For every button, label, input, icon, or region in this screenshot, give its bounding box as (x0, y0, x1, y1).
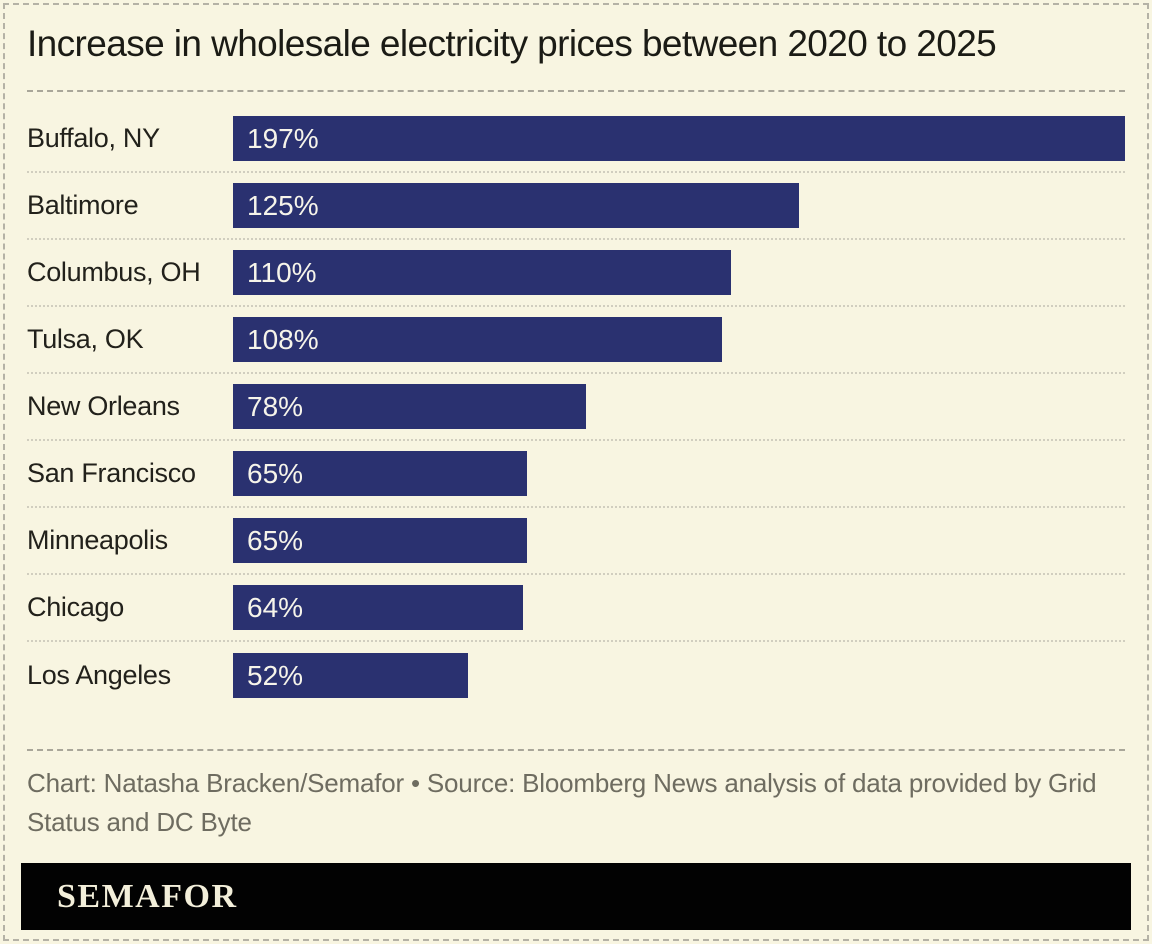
chart-row: Baltimore 125% (27, 173, 1125, 240)
chart-row: Columbus, OH 110% (27, 240, 1125, 307)
bar: 64% (233, 585, 523, 630)
bar-value-label: 78% (247, 390, 304, 422)
bar-value-label: 197% (247, 122, 319, 154)
semafor-logo: SEMAFOR (57, 877, 238, 915)
bar-value-label: 65% (247, 524, 304, 556)
bar-track: 64% (233, 585, 1125, 630)
bar: 197% (233, 116, 1125, 161)
row-label: Chicago (27, 592, 124, 622)
bar: 78% (233, 384, 587, 429)
bar-value-label: 65% (247, 457, 304, 489)
bar-value-label: 52% (247, 659, 304, 691)
attribution: Chart: Natasha Bracken/Semafor • Source:… (27, 768, 1097, 837)
bar-track: 65% (233, 518, 1125, 563)
bar: 65% (233, 451, 528, 496)
title-divider (27, 90, 1125, 92)
chart-row: Los Angeles 52% (27, 642, 1125, 709)
bar: 125% (233, 183, 799, 228)
chart-row: Minneapolis 65% (27, 508, 1125, 575)
chart-row: Tulsa, OK 108% (27, 307, 1125, 374)
chart-row: New Orleans 78% (27, 374, 1125, 441)
row-label: Columbus, OH (27, 257, 201, 287)
bar-track: 65% (233, 451, 1125, 496)
chart-title: Increase in wholesale electricity prices… (27, 23, 997, 64)
bar: 52% (233, 653, 469, 698)
footer-divider (27, 749, 1125, 751)
bar-value-label: 108% (247, 323, 319, 355)
semafor-logo-bar: SEMAFOR (21, 863, 1131, 930)
chart-row: Buffalo, NY 197% (27, 106, 1125, 173)
bar-value-label: 125% (247, 189, 319, 221)
bar-track: 78% (233, 384, 1125, 429)
bar-track: 52% (233, 653, 1125, 698)
bar: 110% (233, 250, 732, 295)
row-label: Minneapolis (27, 525, 168, 555)
chart-card: Increase in wholesale electricity prices… (3, 3, 1149, 941)
row-label: Los Angeles (27, 660, 171, 690)
chart-row: Chicago 64% (27, 575, 1125, 642)
row-label: Buffalo, NY (27, 123, 160, 153)
row-label: Baltimore (27, 190, 139, 220)
bar-track: 108% (233, 317, 1125, 362)
bar-track: 110% (233, 250, 1125, 295)
row-label: New Orleans (27, 391, 180, 421)
bar-value-label: 64% (247, 591, 304, 623)
bar-chart: Buffalo, NY 197% Baltimore 125% Columbus… (27, 106, 1125, 709)
bar-value-label: 110% (247, 256, 317, 288)
chart-row: San Francisco 65% (27, 441, 1125, 508)
row-label: San Francisco (27, 458, 196, 488)
row-label: Tulsa, OK (27, 324, 144, 354)
bar-track: 197% (233, 116, 1125, 161)
bar-track: 125% (233, 183, 1125, 228)
bar: 65% (233, 518, 528, 563)
bar: 108% (233, 317, 722, 362)
